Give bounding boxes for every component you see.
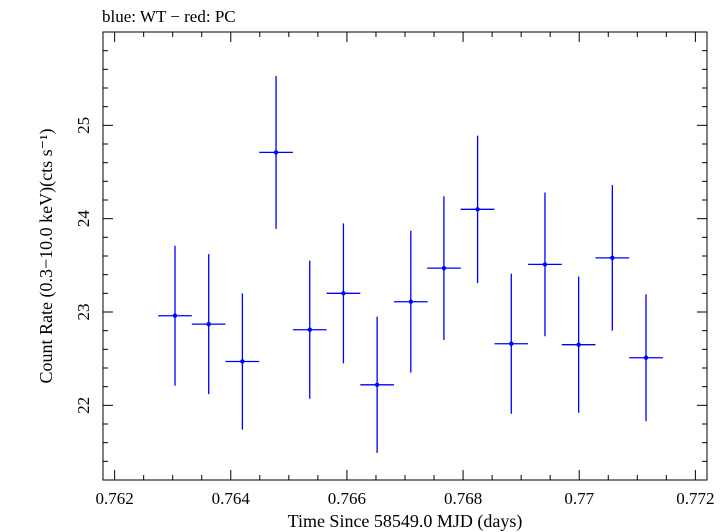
data-point [427, 196, 461, 340]
data-marker [509, 341, 514, 346]
y-tick-label: 22 [74, 397, 93, 414]
x-tick-label: 0.772 [676, 489, 714, 508]
y-tick-label: 24 [74, 210, 93, 228]
y-axis: 22 23 24 25 [74, 31, 707, 481]
data-marker [172, 313, 178, 318]
data-marker [610, 255, 615, 261]
data-marker [643, 355, 649, 360]
x-tick-label: 0.768 [444, 489, 482, 508]
data-marker [475, 207, 480, 212]
data-point [191, 254, 226, 395]
data-point [494, 273, 529, 414]
data-marker [240, 359, 245, 364]
data-point [561, 276, 596, 413]
data-point [292, 260, 327, 399]
x-tick-label: 0.762 [95, 489, 133, 508]
data-marker [576, 342, 581, 347]
data-marker [542, 262, 548, 267]
data-point [528, 192, 562, 337]
data-point [225, 293, 260, 430]
data-marker [273, 150, 279, 155]
plot-area-frame [102, 31, 708, 481]
data-marker [441, 265, 447, 271]
data-series [158, 75, 663, 453]
x-tick-label: 0.764 [212, 489, 251, 508]
x-axis: 0.762 0.764 0.766 0.768 0.77 0.772 [95, 32, 715, 508]
data-point [360, 316, 394, 453]
data-point [595, 185, 630, 331]
data-point [259, 75, 293, 229]
data-marker [408, 299, 414, 304]
data-point [158, 245, 192, 386]
data-point [393, 230, 428, 373]
y-axis-label: Count Rate (0.3−10.0 keV)(cts s⁻¹) [36, 128, 57, 383]
y-tick-label: 25 [74, 117, 93, 134]
x-axis-label: Time Since 58549.0 MJD (days) [288, 511, 523, 532]
data-point [326, 223, 361, 364]
x-tick-label: 0.766 [328, 489, 366, 508]
data-marker [374, 382, 380, 387]
data-marker [206, 321, 211, 327]
data-point [629, 294, 663, 422]
x-tick-label: 0.77 [564, 489, 594, 508]
y-tick-label: 23 [74, 304, 93, 321]
chart-title: blue: WT − red: PC [102, 7, 236, 26]
data-marker [341, 291, 346, 296]
data-point [460, 135, 495, 284]
data-marker [307, 327, 312, 332]
